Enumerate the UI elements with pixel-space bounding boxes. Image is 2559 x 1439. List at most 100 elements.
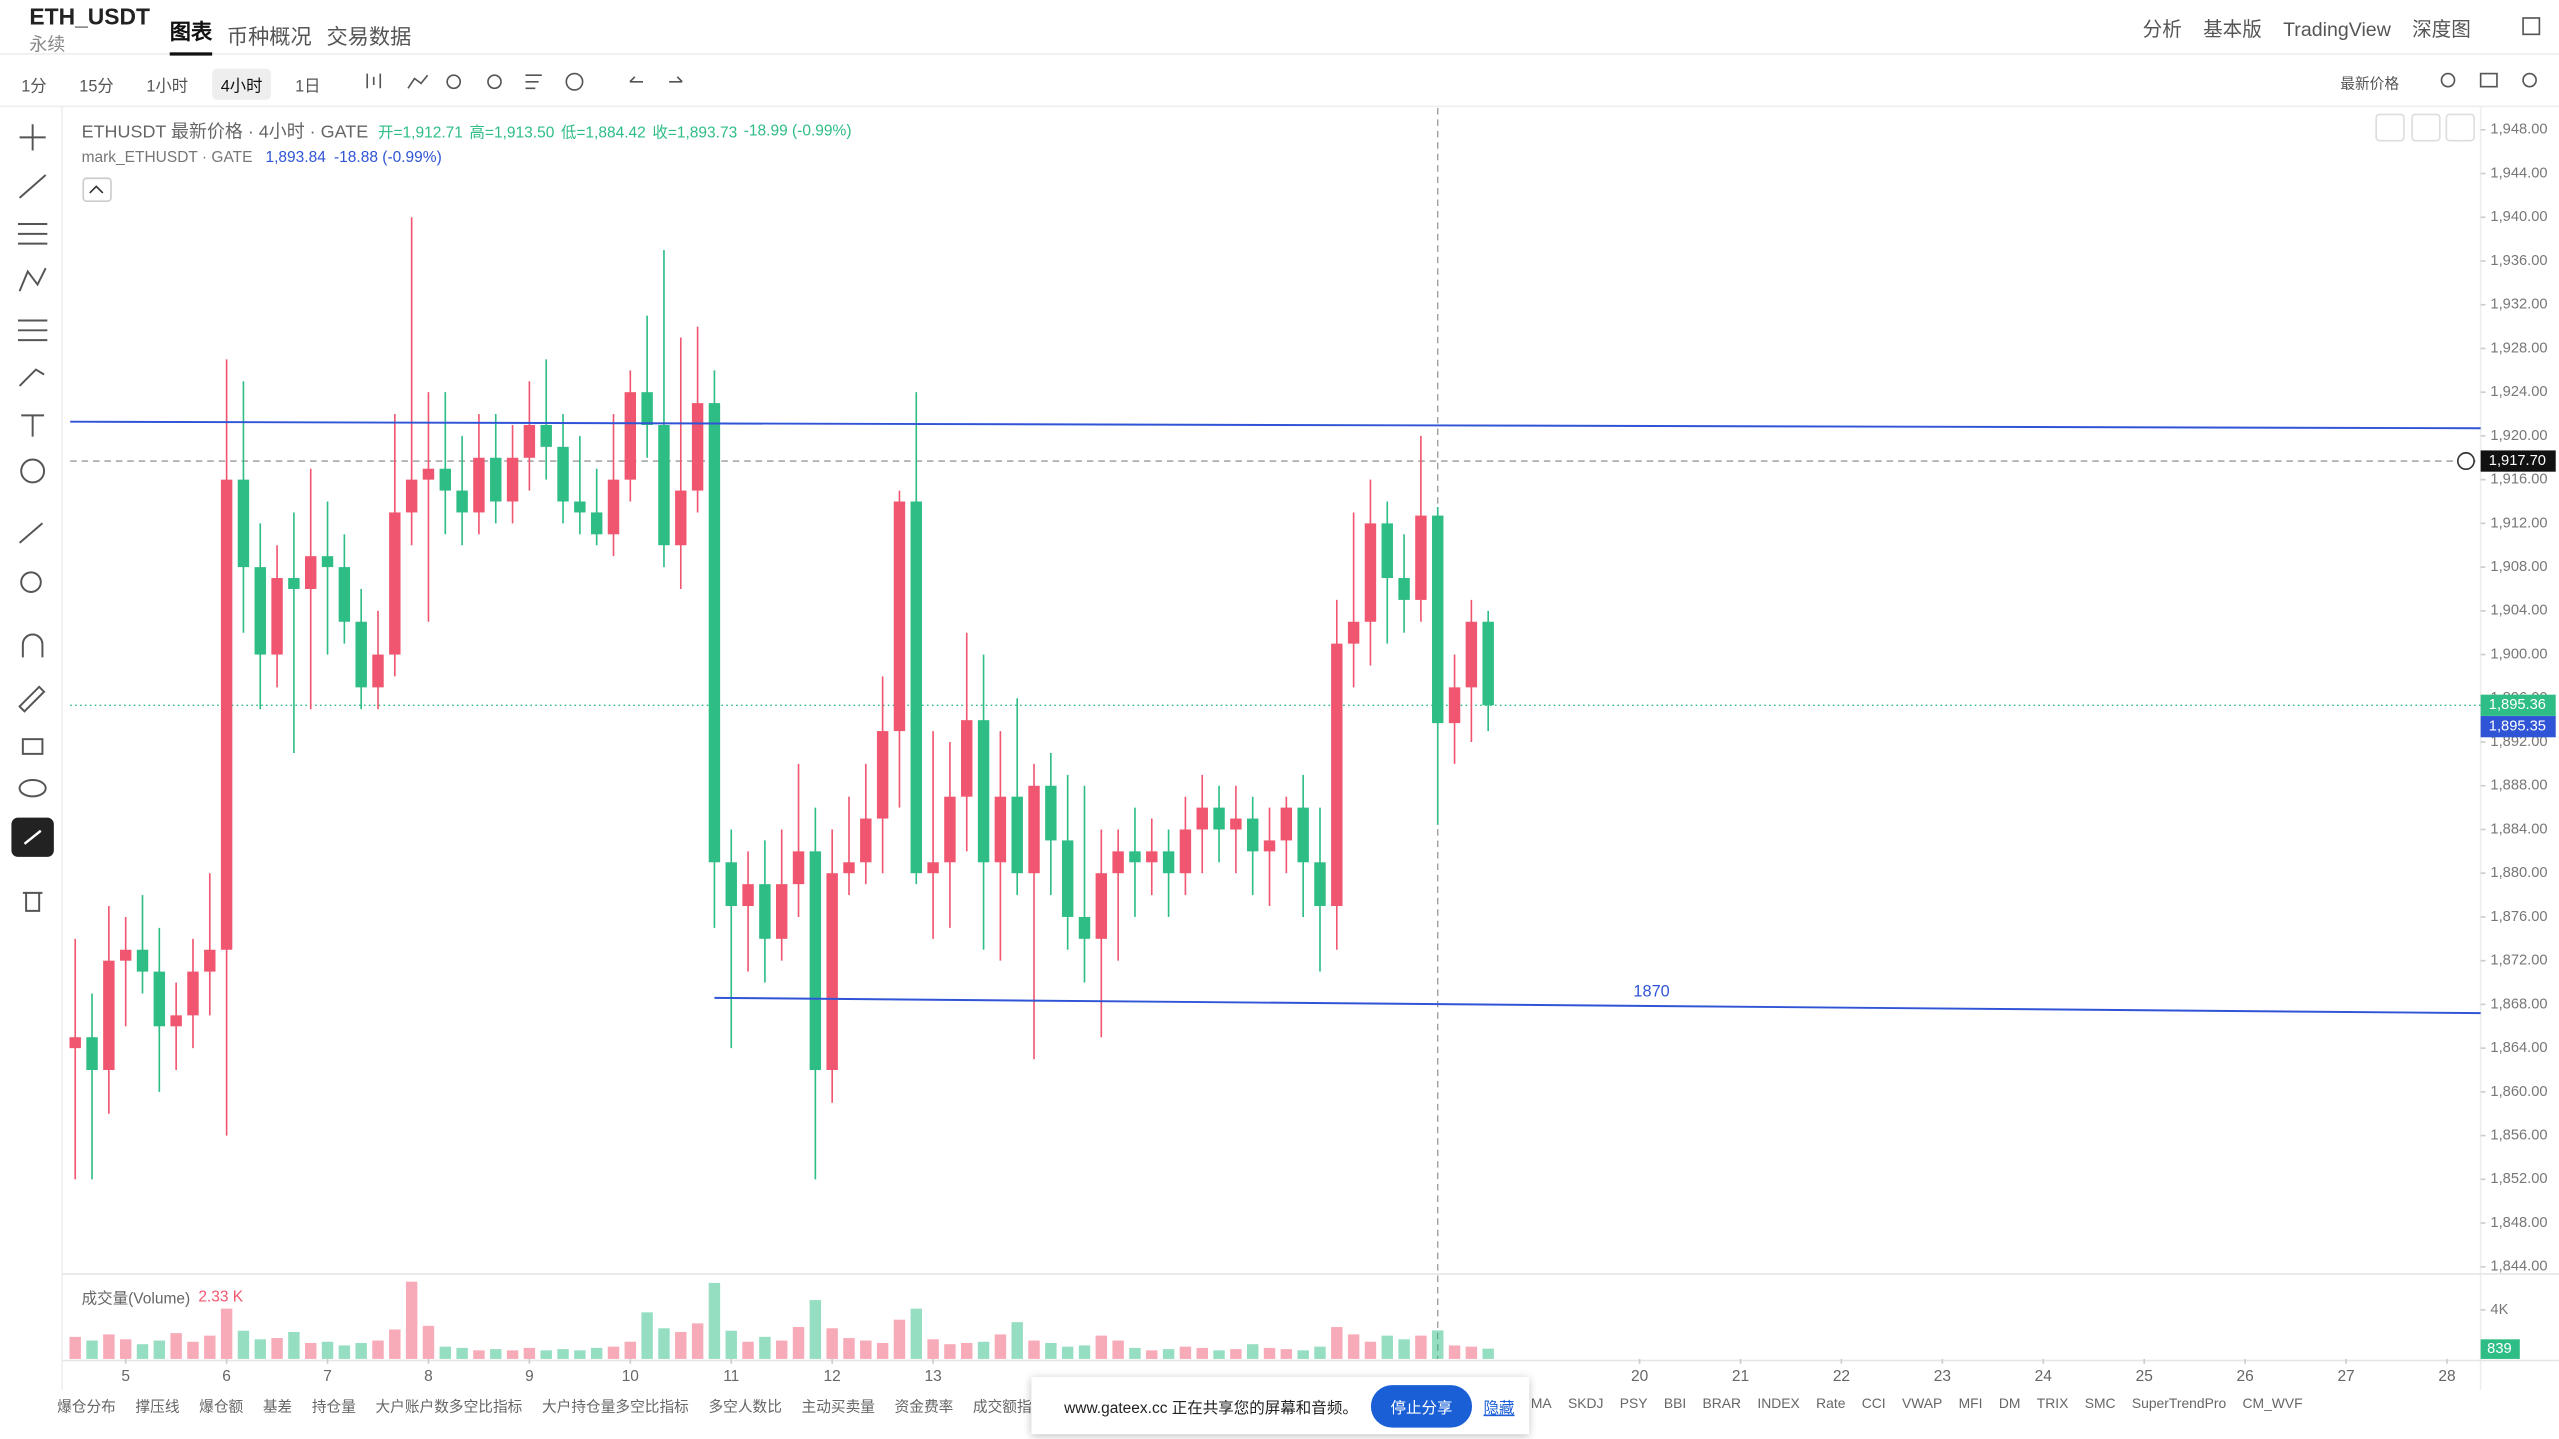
add[interactable] — [565, 72, 584, 91]
drawing-tools[interactable] — [17, 124, 48, 912]
header-link[interactable]: TradingView — [2283, 17, 2391, 41]
header-link[interactable]: 深度图 — [2412, 17, 2471, 41]
tab[interactable]: 图表 — [169, 15, 213, 56]
pattern-tool[interactable] — [18, 267, 47, 292]
lock-tool[interactable] — [21, 738, 44, 755]
indicator-tab[interactable]: 大户持仓量多空比指标 — [541, 1398, 689, 1415]
scroll-button[interactable] — [2375, 113, 2405, 142]
volume-bar — [355, 1342, 367, 1359]
y-tick-label: 1,848.00 — [2490, 1215, 2547, 1231]
trendline-tool[interactable] — [18, 174, 47, 199]
volume-bar — [1162, 1349, 1175, 1359]
candle-style[interactable] — [366, 73, 382, 89]
template[interactable] — [525, 74, 542, 90]
candle-body — [540, 424, 552, 447]
indicator-tab[interactable]: DM — [1998, 1394, 2021, 1412]
indicator[interactable] — [407, 74, 429, 89]
price-type[interactable]: 最新价格 — [2340, 75, 2400, 92]
text-tool[interactable] — [21, 414, 45, 437]
candle-body — [843, 862, 855, 874]
y-tick-label: 1,856.00 — [2490, 1127, 2547, 1143]
interval[interactable]: 4小时 — [212, 68, 271, 100]
hide-link[interactable]: 隐藏 — [1483, 1398, 1515, 1417]
indicator-tab[interactable]: 爆仓分布 — [57, 1398, 116, 1415]
volume-bar — [708, 1282, 721, 1359]
indicator-tab[interactable]: PSY — [1619, 1394, 1648, 1412]
indicator-tab[interactable]: 大户账户数多空比指标 — [375, 1398, 523, 1415]
magnet-tool[interactable] — [21, 633, 44, 658]
indicator-tab[interactable]: 爆仓额 — [199, 1398, 244, 1415]
indicator-tab[interactable]: CM_WVF — [2242, 1394, 2303, 1412]
replay[interactable] — [487, 74, 502, 90]
ruler-tool[interactable] — [18, 522, 44, 544]
collapse-button[interactable] — [82, 177, 112, 202]
search[interactable] — [2440, 72, 2456, 88]
indicator-tab[interactable]: VWAP — [1901, 1394, 1943, 1412]
candle-body — [372, 654, 384, 688]
indicator-tab[interactable]: 多空人数比 — [708, 1398, 782, 1415]
tab[interactable]: 交易数据 — [326, 24, 412, 50]
interval[interactable]: 1分 — [21, 78, 47, 97]
x-tick-label: 28 — [2438, 1368, 2455, 1385]
header-link[interactable]: 分析 — [2142, 17, 2182, 41]
stop-share-button[interactable]: 停止分享 — [1370, 1384, 1473, 1427]
indicator-tab[interactable]: SMC — [2084, 1394, 2116, 1412]
hline-tool[interactable] — [17, 223, 48, 245]
indicator-tab[interactable]: BBI — [1663, 1394, 1687, 1412]
settings[interactable] — [2522, 72, 2537, 88]
ohlc-value: 高=1,913.50 — [469, 124, 555, 143]
trend-line — [714, 996, 2481, 1015]
candle-body — [271, 578, 283, 655]
indicator-tab[interactable]: CCI — [1861, 1394, 1886, 1412]
volume-bar — [1230, 1349, 1242, 1359]
indicator-tab[interactable]: MFI — [1958, 1394, 1983, 1412]
toolbar-icons[interactable] — [366, 17, 2541, 91]
x-tick-label: 27 — [2337, 1368, 2354, 1385]
redo[interactable] — [669, 76, 683, 83]
header-link[interactable]: 基本版 — [2203, 17, 2262, 41]
y-tick-label: 1,868.00 — [2490, 996, 2547, 1012]
fit-button[interactable] — [2411, 113, 2441, 142]
brush-tool[interactable] — [18, 368, 45, 387]
snapshot[interactable] — [2479, 72, 2498, 88]
right-links: 分析 基本版 TradingView 深度图 — [2121, 15, 2471, 43]
indicator-tab[interactable]: 基差 — [262, 1398, 293, 1415]
tab[interactable]: 币种概况 — [226, 24, 312, 50]
reset-button[interactable] — [2445, 113, 2475, 142]
indicator-tab[interactable]: INDEX — [1757, 1394, 1800, 1412]
lock-draw-tool[interactable] — [18, 685, 46, 713]
indicator-tab[interactable]: SuperTrendPro — [2131, 1394, 2227, 1412]
indicator-tab[interactable]: 资金费率 — [894, 1398, 954, 1415]
indicator-tab[interactable]: MA — [1530, 1394, 1552, 1412]
link-icon — [23, 829, 42, 845]
indicator-tab[interactable]: SKDJ — [1567, 1394, 1604, 1412]
delete-tool[interactable] — [22, 891, 43, 912]
fullscreen[interactable] — [2522, 17, 2541, 36]
y-tick-label: 1,888.00 — [2490, 778, 2547, 794]
x-tick-label: 26 — [2237, 1368, 2254, 1385]
symbol[interactable]: ETH_USDT — [29, 3, 150, 30]
indicator-tab[interactable]: Rate — [1816, 1394, 1846, 1412]
undo[interactable] — [629, 76, 644, 83]
interval[interactable]: 1日 — [295, 78, 321, 97]
volume-bar — [372, 1340, 384, 1359]
interval[interactable]: 15分 — [79, 78, 114, 97]
fib-tool[interactable] — [17, 319, 48, 342]
zoom-tool[interactable] — [20, 571, 42, 593]
volume-bar — [103, 1334, 115, 1359]
indicator-tab[interactable]: BRAR — [1702, 1394, 1742, 1412]
volume-bar — [1263, 1347, 1276, 1359]
interval[interactable]: 1小时 — [146, 78, 189, 97]
volume-bar — [523, 1347, 536, 1359]
indicator-tab[interactable]: 主动买卖量 — [801, 1398, 875, 1415]
visibility-tool[interactable] — [18, 779, 47, 798]
indicator-tab[interactable]: 成交额指标 — [972, 1398, 1047, 1415]
candle-body — [1162, 851, 1175, 874]
indicator-tab[interactable]: 持仓量 — [311, 1398, 356, 1415]
emoji-tool[interactable] — [20, 458, 46, 484]
cursor-tool[interactable] — [19, 124, 46, 151]
alert[interactable] — [446, 74, 462, 90]
indicator-tab[interactable]: TRIX — [2036, 1394, 2069, 1412]
indicator-tab[interactable]: 撑压线 — [135, 1398, 180, 1415]
candle-body — [994, 796, 1007, 863]
